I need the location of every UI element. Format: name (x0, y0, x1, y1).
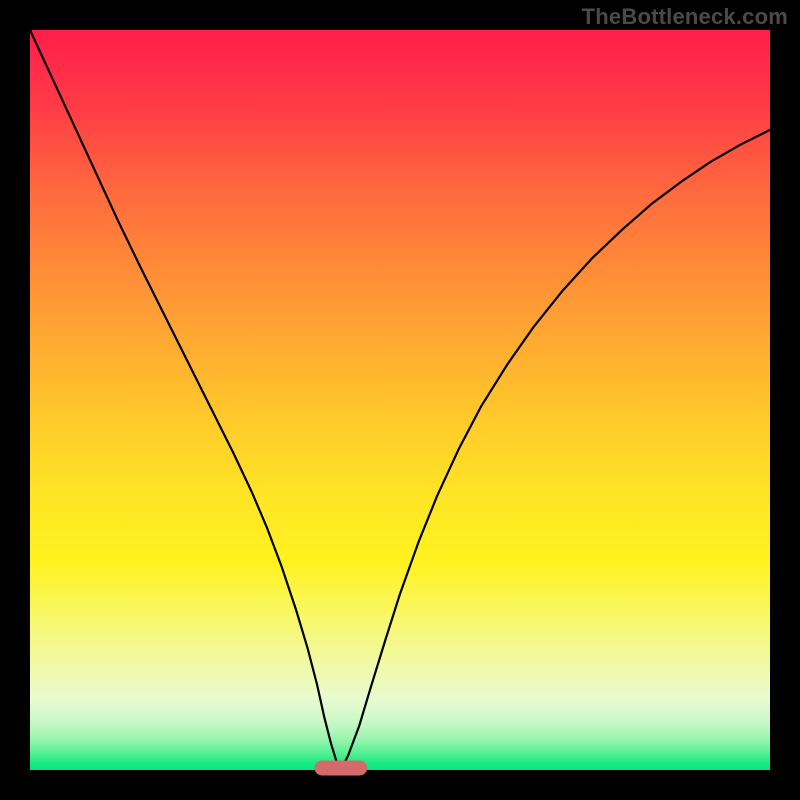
chart-container: TheBottleneck.com (0, 0, 800, 800)
plot-background (30, 30, 770, 770)
bottleneck-chart (0, 0, 800, 800)
optimum-marker (315, 761, 367, 775)
watermark-text: TheBottleneck.com (582, 4, 788, 30)
